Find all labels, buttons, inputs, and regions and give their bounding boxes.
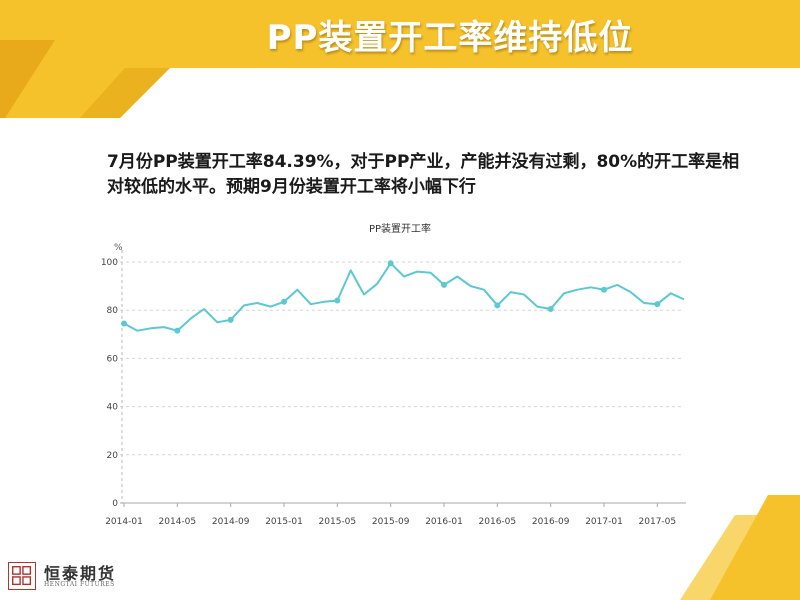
y-tick-label: 100 xyxy=(101,258,118,268)
x-tick-label: 2014-01 xyxy=(105,517,143,527)
data-point-marker xyxy=(387,260,394,267)
y-tick-label: 80 xyxy=(107,306,119,316)
x-tick-label: 2017-01 xyxy=(585,517,623,527)
data-point-marker xyxy=(547,305,554,312)
chart-series xyxy=(121,260,685,334)
data-point-marker xyxy=(494,302,501,309)
banner-notch xyxy=(80,68,170,118)
title-banner xyxy=(0,0,800,118)
x-tick-label: 2014-05 xyxy=(159,517,197,527)
corner-shape-front xyxy=(710,495,800,600)
data-point-marker xyxy=(334,297,341,304)
data-point-marker xyxy=(174,327,181,334)
y-tick-label: 20 xyxy=(107,451,119,461)
data-point-marker xyxy=(441,281,447,288)
x-tick-label: 2015-09 xyxy=(372,517,410,527)
chart-grid xyxy=(120,261,684,456)
y-tick-label: 0 xyxy=(112,499,118,509)
slide-title: PP装置开工率维持低位 xyxy=(266,18,634,58)
slide-subtitle: 7月份PP装置开工率84.39%，对于PP产业，产能并没有过剩，80%的开工率是… xyxy=(107,152,740,197)
y-tick-label: 60 xyxy=(107,354,119,364)
x-tick-label: 2016-09 xyxy=(532,517,570,527)
data-point-marker xyxy=(601,286,607,293)
data-point-marker xyxy=(654,301,661,308)
x-tick-label: 2017-05 xyxy=(639,517,677,527)
company-name: 恒泰期货 xyxy=(44,564,117,583)
data-point-marker xyxy=(121,320,127,327)
x-tick-label: 2014-09 xyxy=(212,517,250,527)
banner-main-shape xyxy=(0,0,800,118)
y-tick-label: 40 xyxy=(107,403,119,413)
y-axis-unit-label: % xyxy=(114,243,123,253)
x-tick-label: 2015-01 xyxy=(265,517,303,527)
data-point-marker xyxy=(227,316,234,323)
x-tick-label: 2016-05 xyxy=(479,517,517,527)
company-logo: 恒泰期货 HENGTAI FUTURES xyxy=(8,560,148,592)
seal-icon xyxy=(8,562,36,590)
data-point-marker xyxy=(281,298,287,305)
chart-axes: 0 20 40 60 80 100 2014-01 2014-05 2014-09 2015-01… xyxy=(101,250,686,527)
banner-dark-stripe xyxy=(0,40,55,118)
x-tick-label: 2016-01 xyxy=(425,517,463,527)
company-name-en: HENGTAI FUTURES xyxy=(44,581,115,588)
series-line xyxy=(123,262,685,332)
x-tick-label: 2015-05 xyxy=(319,517,357,527)
chart-title: PP装置开工率 xyxy=(369,222,431,235)
